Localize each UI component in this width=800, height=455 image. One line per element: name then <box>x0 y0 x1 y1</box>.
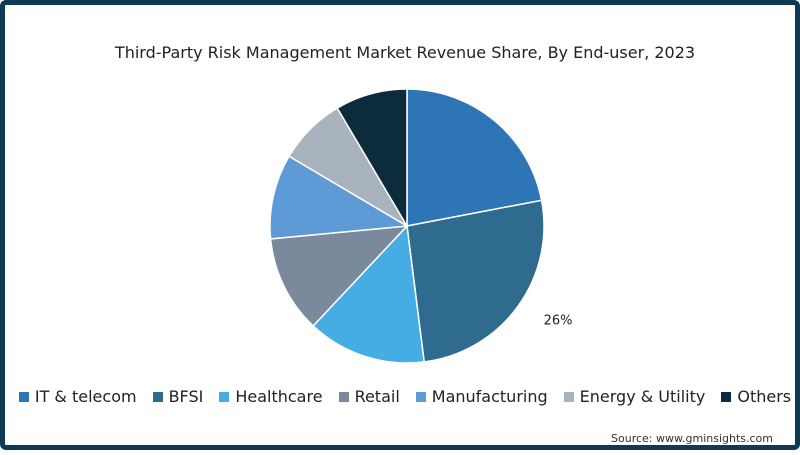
legend-swatch <box>721 391 732 402</box>
pie-chart: 26% <box>269 88 573 364</box>
pie-slice-retail <box>269 225 409 327</box>
chart-title: Third-Party Risk Management Market Reven… <box>114 43 696 62</box>
pie-slice-others <box>336 88 408 229</box>
legend-label: Others <box>737 387 792 406</box>
legend-item: BFSI <box>152 387 204 406</box>
legend-item: IT & telecom <box>18 387 137 406</box>
legend-swatch <box>18 391 29 402</box>
legend-item: Healthcare <box>219 387 323 406</box>
legend-swatch <box>415 391 426 402</box>
legend-label: Energy & Utility <box>579 387 706 406</box>
legend-swatch <box>152 391 163 402</box>
legend-item: Manufacturing <box>415 387 548 406</box>
data-label: 26% <box>544 313 573 328</box>
legend-label: Healthcare <box>235 387 323 406</box>
pie-slice-bfsi <box>406 199 545 363</box>
legend-swatch <box>563 391 574 402</box>
source-note: Source: www.gminsights.com <box>611 432 773 445</box>
legend-label: Manufacturing <box>431 387 548 406</box>
pie-slice-healthcare <box>312 224 426 364</box>
legend-swatch <box>338 391 349 402</box>
legend: IT & telecom BFSI Healthcare Retail Manufact… <box>5 387 800 406</box>
legend-label: Retail <box>354 387 400 406</box>
legend-label: IT & telecom <box>34 387 137 406</box>
legend-swatch <box>219 391 230 402</box>
pie-slice-manufacturing <box>269 155 410 240</box>
legend-item: Retail <box>338 387 400 406</box>
legend-item: Others <box>721 387 791 406</box>
pie-slice-it-telecom <box>406 88 543 227</box>
legend-item: Energy & Utility <box>563 387 706 406</box>
legend-label: BFSI <box>168 387 204 406</box>
